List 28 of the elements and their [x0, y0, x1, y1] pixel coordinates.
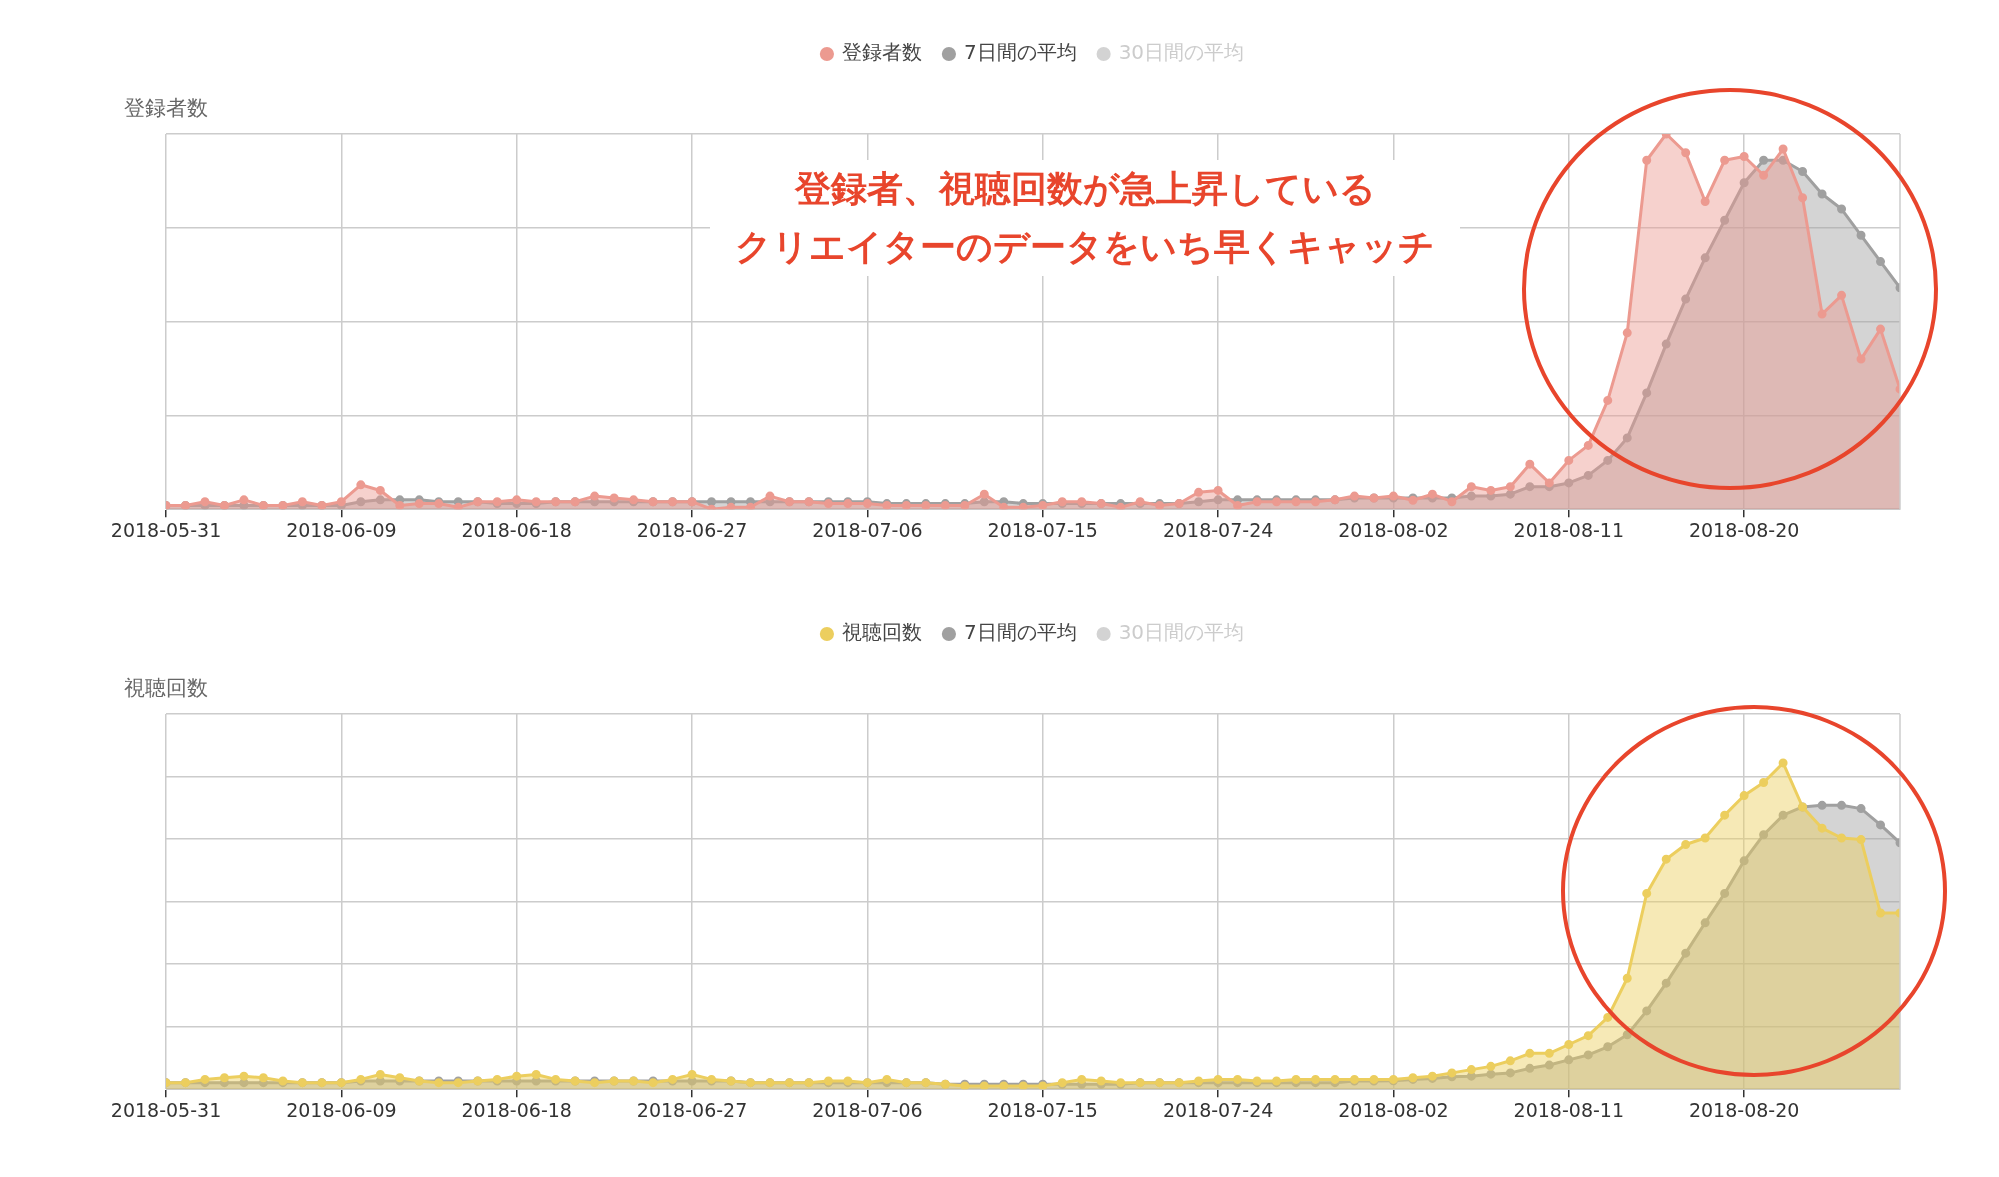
x-tick-label: 2018-07-24 — [1162, 1098, 1274, 1121]
y-axis-title: 登録者数 — [124, 95, 208, 120]
x-tick-label: 2018-06-09 — [286, 1098, 397, 1121]
legend-label: 7日間の平均 — [963, 620, 1077, 645]
legend-label: 視聴回数 — [841, 620, 922, 645]
annotation: 登録者、視聴回数が急上昇している — [793, 167, 1377, 211]
x-tick-label: 2018-07-15 — [987, 518, 1098, 541]
x-tick-label: 2018-08-20 — [1688, 518, 1800, 541]
x-tick-label: 2018-07-06 — [812, 1098, 923, 1121]
x-tick-label: 2018-08-11 — [1513, 518, 1624, 541]
y-axis-title: 視聴回数 — [124, 675, 208, 700]
x-tick-label: 2018-06-18 — [461, 1098, 572, 1121]
x-tick-label: 2018-08-02 — [1338, 1098, 1449, 1121]
x-tick-label: 2018-05-31 — [110, 518, 222, 541]
x-tick-label: 2018-07-15 — [987, 1098, 1098, 1121]
x-tick-label: 2018-07-24 — [1162, 518, 1274, 541]
x-tick-label: 2018-06-27 — [636, 518, 748, 541]
x-tick-label: 2018-05-31 — [110, 1098, 222, 1121]
x-tick-label: 2018-08-20 — [1688, 1098, 1800, 1121]
legend-label: 7日間の平均 — [963, 40, 1077, 65]
x-tick-label: 2018-06-18 — [461, 518, 572, 541]
x-tick-label: 2018-06-09 — [286, 518, 397, 541]
x-tick-label: 2018-08-02 — [1338, 518, 1449, 541]
x-tick-label: 2018-07-06 — [812, 518, 923, 541]
annotation: クリエイターのデータをいち早くキャッチ — [734, 225, 1436, 269]
x-tick-label: 2018-06-27 — [636, 1098, 748, 1121]
legend-label: 登録者数 — [841, 40, 922, 65]
x-tick-label: 2018-08-11 — [1513, 1098, 1624, 1121]
